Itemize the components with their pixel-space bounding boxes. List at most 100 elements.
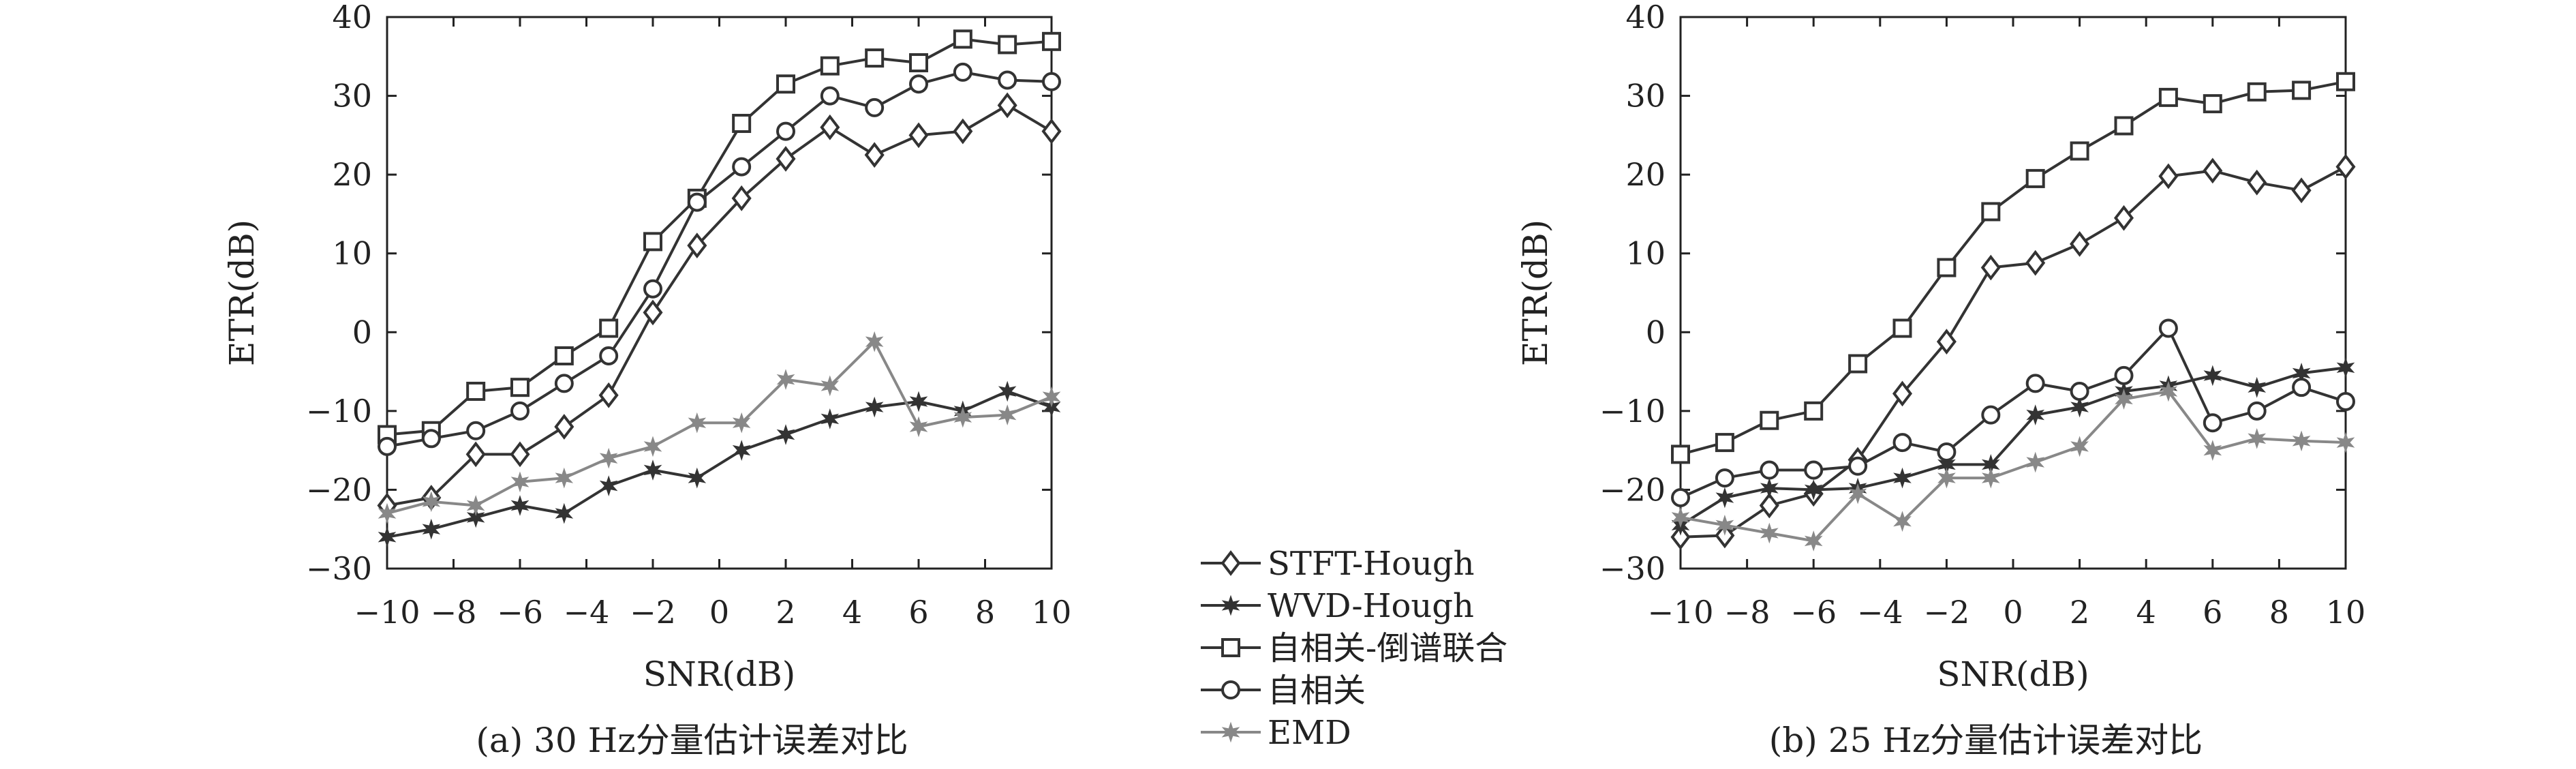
data-point bbox=[2248, 376, 2267, 398]
series-line bbox=[1680, 165, 2346, 539]
y-tick-label: 20 bbox=[332, 156, 372, 193]
data-point bbox=[643, 279, 662, 299]
data-point bbox=[776, 424, 795, 445]
series-line bbox=[386, 104, 1053, 507]
data-point bbox=[1937, 258, 1957, 277]
data-point bbox=[1760, 477, 1779, 499]
chart-b-25hz: −10 −8 −6 −4 −2 0 2 4 6 8 10−30−20−10010203040SNR(… bbox=[1516, 0, 2365, 760]
data-point bbox=[554, 414, 574, 440]
data-point bbox=[909, 53, 928, 73]
data-point bbox=[2336, 432, 2355, 453]
data-point bbox=[2203, 157, 2223, 184]
y-tick-label: 10 bbox=[1625, 235, 1666, 272]
data-point bbox=[953, 62, 972, 82]
data-point bbox=[555, 502, 574, 524]
data-point bbox=[998, 404, 1017, 425]
data-point bbox=[2291, 177, 2312, 204]
data-point bbox=[1892, 380, 1913, 407]
data-point bbox=[599, 318, 619, 338]
legend-marker bbox=[1221, 680, 1240, 699]
y-tick-label: 30 bbox=[332, 78, 372, 115]
data-point bbox=[2070, 396, 2089, 418]
data-point bbox=[643, 232, 662, 252]
data-point bbox=[1892, 318, 1912, 338]
data-point bbox=[953, 406, 972, 428]
data-point bbox=[776, 146, 796, 172]
data-point bbox=[510, 495, 530, 516]
x-tick-label: 6 bbox=[2203, 594, 2222, 631]
data-point bbox=[820, 86, 840, 106]
data-point bbox=[2026, 451, 2045, 473]
data-point bbox=[1937, 467, 1956, 489]
x-tick-label: −6 bbox=[497, 594, 543, 631]
data-point bbox=[2115, 389, 2133, 410]
data-point bbox=[554, 374, 574, 393]
plot-frame bbox=[386, 16, 1053, 570]
y-tick-label: −20 bbox=[306, 471, 372, 508]
data-point bbox=[732, 440, 751, 461]
data-point bbox=[2203, 440, 2222, 461]
data-point bbox=[821, 408, 840, 429]
series-line bbox=[386, 390, 1052, 539]
data-point bbox=[909, 74, 928, 94]
data-point bbox=[2292, 80, 2312, 100]
data-point bbox=[2247, 82, 2267, 102]
data-point bbox=[465, 441, 486, 468]
x-tick-label: −6 bbox=[1790, 594, 1837, 631]
data-point bbox=[2158, 318, 2178, 338]
data-point bbox=[1804, 460, 1824, 480]
x-tick-label: 8 bbox=[2269, 594, 2289, 631]
y-tick-label: 20 bbox=[1625, 156, 1666, 193]
data-point bbox=[378, 436, 397, 456]
data-point bbox=[776, 121, 795, 141]
y-tick-label: 10 bbox=[332, 235, 372, 272]
x-tick-label: −8 bbox=[1724, 594, 1770, 631]
x-tick-label: −8 bbox=[431, 594, 477, 631]
x-tick-label: 6 bbox=[908, 594, 928, 631]
chart-caption: (a) 30 Hz分量估计误差对比 bbox=[476, 721, 908, 760]
data-point bbox=[1893, 467, 1912, 489]
data-point bbox=[554, 346, 574, 365]
data-point bbox=[909, 416, 928, 438]
legend-item-2: 自相关-倒谱联合 bbox=[1201, 629, 1507, 667]
data-point bbox=[2158, 87, 2178, 107]
x-tick-label: 0 bbox=[2003, 594, 2023, 631]
data-point bbox=[1671, 444, 1690, 464]
legend-item-3: 自相关 bbox=[1201, 672, 1366, 710]
data-point bbox=[776, 74, 795, 94]
data-point bbox=[598, 382, 619, 408]
data-point bbox=[1937, 442, 1957, 462]
data-point bbox=[865, 396, 884, 418]
x-tick-label: −2 bbox=[630, 594, 676, 631]
data-point bbox=[421, 429, 441, 449]
x-tick-label: 4 bbox=[842, 594, 862, 631]
data-point bbox=[1715, 487, 1734, 509]
data-point bbox=[2114, 365, 2134, 385]
data-point bbox=[2026, 404, 2045, 425]
data-point bbox=[1981, 467, 2000, 489]
series-line bbox=[386, 340, 1052, 515]
data-point bbox=[998, 70, 1017, 90]
data-point bbox=[865, 331, 884, 352]
data-point bbox=[643, 299, 663, 326]
data-point bbox=[688, 412, 707, 434]
data-point bbox=[732, 412, 751, 434]
y-tick-label: 0 bbox=[1646, 314, 1666, 350]
data-point bbox=[2248, 427, 2267, 449]
data-point bbox=[510, 401, 530, 421]
data-point bbox=[643, 436, 662, 457]
legend-label: 自相关-倒谱联合 bbox=[1268, 629, 1507, 667]
data-point bbox=[1760, 410, 1779, 430]
data-point bbox=[1981, 405, 2001, 425]
x-tick-label: −4 bbox=[1857, 594, 1903, 631]
data-point bbox=[2114, 116, 2134, 136]
data-point bbox=[2336, 357, 2355, 378]
data-point bbox=[2158, 163, 2179, 190]
legend-marker bbox=[1221, 721, 1240, 743]
data-point bbox=[865, 97, 885, 117]
series-2 bbox=[1671, 72, 2355, 464]
data-point bbox=[599, 475, 618, 496]
x-tick-label: 4 bbox=[2136, 594, 2156, 631]
series-4 bbox=[378, 331, 1061, 524]
